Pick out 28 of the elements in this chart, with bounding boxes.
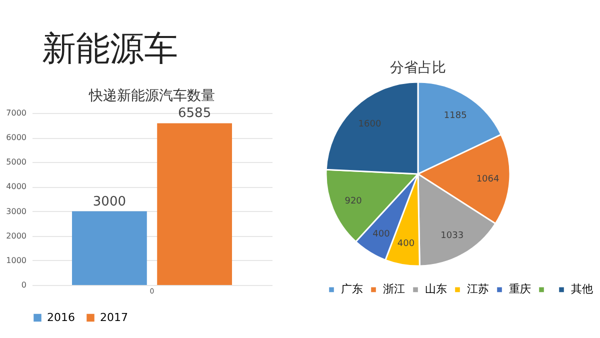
y-tick-label: 5000	[6, 158, 26, 167]
y-tick-label: 6000	[6, 133, 26, 142]
y-tick-label: 4000	[6, 182, 26, 192]
y-tick-label: 0	[21, 280, 26, 290]
data-label: 400	[397, 238, 415, 249]
legend-label: 重庆	[509, 282, 531, 296]
data-label: 1064	[476, 174, 500, 184]
legend-label: 2017	[100, 310, 128, 324]
data-label: 1600	[358, 119, 382, 130]
data-label: 920	[344, 196, 362, 207]
y-tick-label: 3000	[6, 206, 26, 216]
legend-label: 江苏	[467, 282, 489, 296]
text: 新能源车	[42, 28, 178, 71]
legend-label: 浙江	[383, 282, 405, 296]
chart-title: 快递新能源汽车数量	[88, 88, 215, 104]
y-tick-label: 2000	[6, 231, 26, 240]
data-label: 400	[372, 230, 390, 240]
legend-label: 其他	[571, 282, 593, 296]
y-tick-label: 7000	[6, 108, 26, 118]
legend-label: 广东	[341, 282, 363, 296]
legend-label: 山东	[425, 282, 447, 296]
data-label: 6585	[178, 106, 212, 122]
data-label: 1033	[440, 231, 464, 242]
legend-label: 2016	[47, 310, 75, 324]
data-label: 3000	[92, 194, 126, 210]
y-tick-label: 1000	[6, 256, 26, 265]
data-label: 1185	[444, 110, 467, 121]
chart-title: 分省占比	[390, 60, 446, 76]
